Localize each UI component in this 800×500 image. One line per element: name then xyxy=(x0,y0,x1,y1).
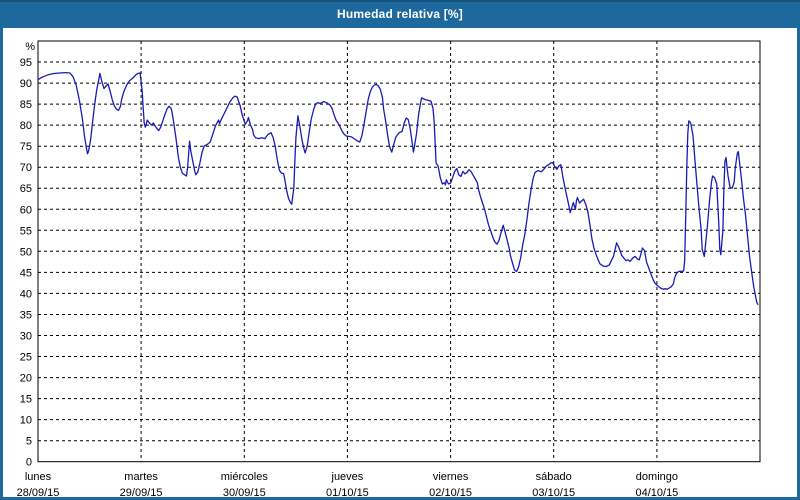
x-axis-day-label: miércoles xyxy=(221,471,269,483)
x-axis-day-label: domingo xyxy=(636,471,678,483)
y-axis-tick-label: 75 xyxy=(20,141,32,153)
y-axis-tick-label: 45 xyxy=(20,267,32,279)
y-axis-tick-label: 15 xyxy=(20,394,32,406)
x-axis-day-label: sábado xyxy=(536,471,572,483)
y-axis-tick-label: 40 xyxy=(20,288,32,300)
y-axis-tick-label: 30 xyxy=(20,331,32,343)
window-border-bottom xyxy=(0,497,800,500)
y-axis-tick-label: 20 xyxy=(20,373,32,385)
humidity-series-line xyxy=(37,71,759,306)
y-axis-tick-label: 10 xyxy=(20,415,32,427)
x-axis-date-label: 03/10/15 xyxy=(532,487,575,499)
y-axis-tick-label: 85 xyxy=(20,99,32,111)
y-axis-tick-label: 25 xyxy=(20,352,32,364)
y-axis-tick-label: 65 xyxy=(20,183,32,195)
title-bar: Humedad relativa [%] xyxy=(0,0,800,28)
y-axis-unit-label: % xyxy=(25,41,35,53)
x-axis-day-label: jueves xyxy=(331,471,364,483)
y-axis-tick-label: 55 xyxy=(20,225,32,237)
y-axis-tick-label: 80 xyxy=(20,120,32,132)
y-axis-tick-label: 5 xyxy=(26,436,32,448)
x-axis-day-label: viernes xyxy=(433,471,469,483)
chart-title: Humedad relativa [%] xyxy=(336,7,464,21)
x-axis-date-label: 02/10/15 xyxy=(429,487,472,499)
window-border-right xyxy=(797,28,800,500)
x-axis-day-label: lunes xyxy=(25,471,52,483)
y-axis-tick-label: 70 xyxy=(20,162,32,174)
y-axis-tick-label: 90 xyxy=(20,78,32,90)
x-axis-date-label: 28/09/15 xyxy=(17,487,60,499)
plot-frame xyxy=(37,40,761,463)
window-border-left xyxy=(0,28,3,500)
y-axis-tick-label: 0 xyxy=(26,457,32,469)
y-axis-tick-label: 35 xyxy=(20,310,32,322)
chart-canvas: % 0 5 10 15 20 25 30 35 40 45 50 55 60 65 70 75 80 85 90 95 l… xyxy=(17,40,761,499)
x-axis-date-label: 01/10/15 xyxy=(326,487,369,499)
y-axis-tick-label: 95 xyxy=(20,57,32,69)
x-axis-date-label: 04/10/15 xyxy=(635,487,678,499)
y-axis-tick-label: 60 xyxy=(20,204,32,216)
x-axis-day-label: martes xyxy=(124,471,158,483)
x-axis-date-label: 30/09/15 xyxy=(223,487,266,499)
x-axis-date-label: 29/09/15 xyxy=(120,487,163,499)
y-axis-tick-label: 50 xyxy=(20,246,32,258)
